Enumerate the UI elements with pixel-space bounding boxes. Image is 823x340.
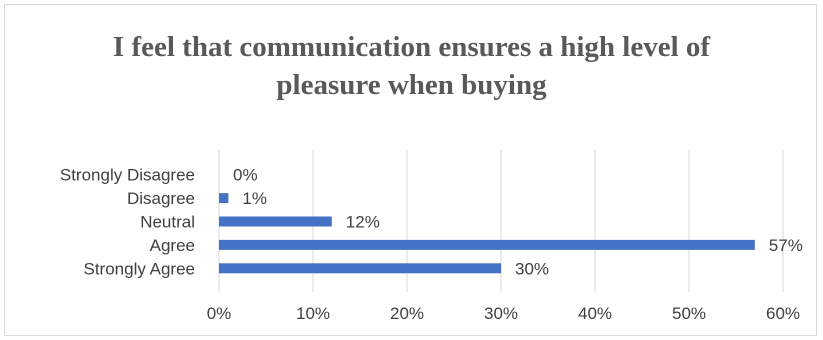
x-tick-label-0: 0%	[207, 304, 232, 323]
category-label-strongly-agree: Strongly Agree	[83, 259, 195, 278]
data-label-agree: 57%	[769, 236, 803, 255]
category-label-agree: Agree	[150, 236, 195, 255]
bar-neutral	[219, 216, 332, 227]
bar-disagree	[219, 193, 229, 204]
data-label-strongly-disagree: 0%	[233, 166, 258, 185]
bar-strongly-agree	[219, 263, 501, 274]
x-tick-label-50: 50%	[672, 304, 706, 323]
data-label-disagree: 1%	[242, 189, 267, 208]
labels: 0% 10% 20% 30% 40% 50% 60% Strongly Disagree 0% D…	[60, 166, 803, 323]
category-label-neutral: Neutral	[140, 213, 195, 232]
x-tick-label-20: 20%	[390, 304, 424, 323]
chart-title-line-1: I feel that communication ensures a high…	[112, 31, 711, 63]
data-label-neutral: 12%	[346, 213, 380, 232]
data-label-strongly-agree: 30%	[515, 259, 549, 278]
bars	[219, 193, 755, 274]
category-label-strongly-disagree: Strongly Disagree	[60, 166, 195, 185]
x-tick-label-10: 10%	[296, 304, 330, 323]
bar-agree	[219, 239, 755, 250]
chart-frame	[4, 4, 817, 336]
chart-title-line-2: pleasure when buying	[276, 69, 547, 101]
category-label-disagree: Disagree	[127, 189, 195, 208]
x-tick-label-60: 60%	[766, 304, 800, 323]
x-tick-label-30: 30%	[484, 304, 518, 323]
chart-title: I feel that communication ensures a high…	[0, 28, 823, 104]
x-tick-label-40: 40%	[578, 304, 612, 323]
